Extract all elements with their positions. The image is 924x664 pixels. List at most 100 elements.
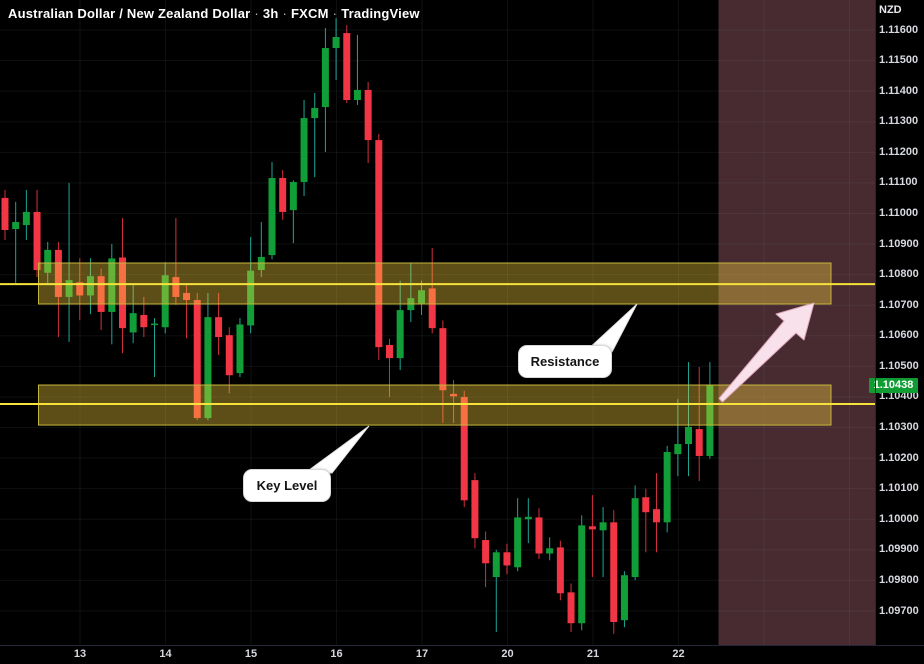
candle-wick [688, 362, 690, 477]
candle-down[interactable] [460, 396, 468, 501]
candle-up[interactable] [663, 451, 671, 523]
price-tick-label: 1.11400 [879, 84, 919, 97]
price-tick-label: 1.10000 [879, 512, 919, 525]
candle-down[interactable] [503, 552, 511, 566]
candle-up[interactable] [311, 107, 319, 119]
candle-up[interactable] [129, 313, 137, 333]
candle-up[interactable] [86, 276, 94, 296]
price-tick-label: 1.10200 [879, 451, 919, 464]
candle-up[interactable] [706, 385, 714, 456]
symbol-title: Australian Dollar / New Zealand Dollar [8, 6, 251, 21]
time-axis[interactable]: 13 14 15 16 17 20 21 22 [0, 646, 875, 664]
candle-up[interactable] [65, 280, 73, 297]
candle-down[interactable] [695, 429, 703, 456]
candle-up[interactable] [236, 324, 244, 374]
candle-up[interactable] [12, 222, 20, 230]
candle-up[interactable] [685, 426, 693, 445]
candle-up[interactable] [247, 270, 255, 326]
candle-down[interactable] [183, 292, 191, 301]
time-tick-label: 16 [330, 648, 343, 660]
candle-down[interactable] [172, 277, 180, 297]
candle-down[interactable] [642, 497, 650, 513]
candle-up[interactable] [44, 249, 52, 273]
candle-wick [527, 498, 529, 544]
candle-up[interactable] [620, 575, 628, 621]
symbol-legend[interactable]: Australian Dollar / New Zealand Dollar · 3… [8, 6, 420, 21]
price-tick-label: 1.11000 [879, 206, 919, 219]
candle-up[interactable] [631, 498, 639, 578]
candle-up[interactable] [161, 275, 169, 328]
key-level-zone[interactable] [38, 384, 832, 426]
candle-wick [602, 507, 604, 578]
candle-wick [645, 488, 647, 553]
candle-wick [186, 285, 188, 339]
candle-up[interactable] [546, 548, 554, 554]
candle-up[interactable] [289, 181, 297, 211]
projection-arrow-up-right[interactable] [718, 302, 815, 403]
chart-plot-area[interactable] [0, 0, 875, 645]
candle-up[interactable] [578, 525, 586, 624]
candle-wick [698, 366, 700, 482]
candle-down[interactable] [364, 89, 372, 141]
candle-down[interactable] [482, 540, 490, 564]
currency-label: NZD [879, 4, 902, 16]
price-tick-label: 1.10800 [879, 268, 919, 281]
candle-down[interactable] [652, 509, 660, 523]
candle-up[interactable] [268, 178, 276, 256]
candle-down[interactable] [439, 328, 447, 391]
candle-down[interactable] [193, 300, 201, 419]
candle-down[interactable] [76, 282, 84, 296]
candle-down[interactable] [225, 335, 233, 376]
candle-down[interactable] [450, 393, 458, 397]
candle-down[interactable] [54, 249, 62, 297]
candle-up[interactable] [332, 37, 340, 49]
candle-up[interactable] [599, 522, 607, 531]
price-tick-label: 1.09900 [879, 543, 919, 556]
price-tick-label: 1.11600 [879, 23, 919, 36]
price-axis[interactable]: NZD 1.11600 1.11500 1.11400 1.11300 1.11200 1… [876, 0, 924, 645]
candle-down[interactable] [279, 178, 287, 212]
candle-up[interactable] [514, 517, 522, 568]
candle-up[interactable] [396, 310, 404, 359]
candle-down[interactable] [33, 211, 41, 271]
candle-down[interactable] [471, 480, 479, 539]
candle-down[interactable] [385, 344, 393, 359]
candle-down[interactable] [140, 314, 148, 328]
candle-wick [591, 495, 593, 578]
time-tick-label: 14 [159, 648, 172, 660]
candle-down[interactable] [215, 317, 223, 338]
candle-down[interactable] [588, 526, 596, 530]
brand-label: TradingView [341, 6, 420, 21]
axis-divider-vertical [875, 0, 876, 645]
price-tick-label: 1.10600 [879, 329, 919, 342]
candle-up[interactable] [524, 516, 532, 520]
key-level-callout[interactable]: Key Level [243, 469, 331, 502]
candle-wick [314, 92, 316, 178]
candle-down[interactable] [610, 522, 618, 623]
candle-down[interactable] [343, 33, 351, 101]
candle-up[interactable] [151, 323, 159, 326]
candle-down[interactable] [567, 592, 575, 624]
candle-wick [260, 222, 262, 278]
candle-down[interactable] [97, 276, 105, 312]
candle-down[interactable] [118, 257, 126, 329]
candle-down[interactable] [375, 140, 383, 348]
resistance-callout[interactable]: Resistance [518, 345, 612, 378]
candle-wick [677, 399, 679, 477]
candle-up[interactable] [22, 211, 30, 226]
price-tick-label: 1.10900 [879, 237, 919, 250]
candle-down[interactable] [428, 288, 436, 329]
candle-up[interactable] [353, 89, 361, 101]
candle-up[interactable] [300, 118, 308, 182]
price-tick-label: 1.11200 [879, 145, 919, 158]
candle-down[interactable] [556, 547, 564, 594]
candle-up[interactable] [108, 258, 116, 312]
candle-down[interactable] [1, 197, 9, 230]
candle-up[interactable] [204, 317, 212, 419]
candle-up[interactable] [492, 552, 500, 578]
candle-up[interactable] [674, 444, 682, 455]
price-tick-label: 1.10300 [879, 421, 919, 434]
candle-down[interactable] [535, 517, 543, 554]
candle-up[interactable] [418, 290, 426, 304]
candle-up[interactable] [321, 48, 329, 108]
